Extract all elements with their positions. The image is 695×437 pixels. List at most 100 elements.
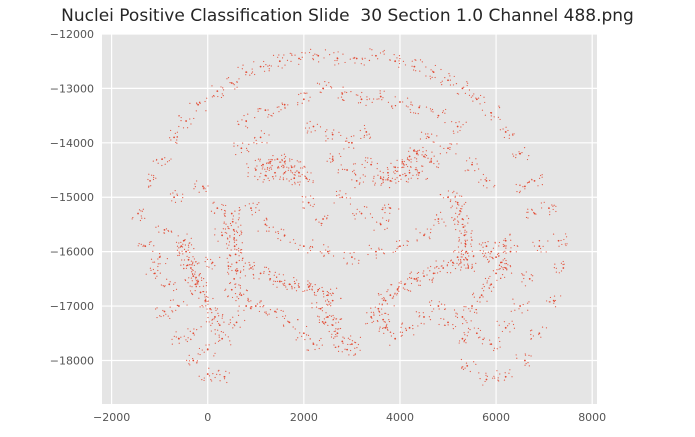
data-point	[554, 306, 557, 308]
data-point	[152, 178, 155, 181]
data-point	[530, 355, 532, 357]
data-point	[258, 202, 260, 204]
data-point	[437, 166, 439, 169]
data-point	[233, 84, 235, 86]
data-point	[329, 153, 331, 155]
data-point	[387, 313, 389, 316]
data-point	[467, 267, 470, 269]
data-point	[257, 108, 259, 110]
data-point	[157, 265, 159, 268]
data-point	[237, 310, 239, 312]
data-point	[289, 160, 291, 162]
data-point	[415, 311, 417, 313]
data-point	[392, 295, 395, 297]
data-point	[501, 330, 504, 333]
data-point	[156, 307, 158, 309]
data-point	[257, 158, 260, 160]
data-point	[174, 132, 176, 134]
data-point	[226, 257, 228, 259]
data-point	[291, 184, 293, 186]
data-point	[309, 204, 312, 206]
data-point	[256, 165, 258, 167]
data-point	[373, 314, 375, 316]
data-point	[478, 372, 480, 374]
data-point	[467, 327, 470, 329]
data-point	[516, 190, 518, 193]
data-point	[282, 274, 285, 276]
data-point	[330, 302, 332, 304]
data-point	[230, 249, 232, 251]
data-point	[247, 297, 249, 299]
data-point	[238, 255, 240, 257]
data-point	[405, 174, 407, 177]
data-point	[458, 239, 461, 241]
data-point	[160, 315, 162, 318]
data-point	[282, 167, 284, 169]
data-point	[455, 312, 457, 314]
data-point	[217, 95, 219, 98]
data-point	[196, 361, 198, 363]
data-point	[449, 143, 451, 145]
data-point	[405, 105, 407, 107]
data-point	[170, 129, 172, 132]
data-point	[489, 343, 491, 345]
data-point	[441, 80, 443, 82]
data-point	[467, 264, 469, 267]
data-point	[311, 289, 313, 291]
data-point	[324, 130, 327, 133]
data-point	[459, 263, 461, 265]
data-point	[503, 266, 505, 269]
data-point	[418, 149, 420, 151]
data-point	[405, 164, 407, 166]
data-point	[467, 217, 470, 220]
data-point	[530, 274, 532, 276]
data-point	[210, 309, 212, 311]
data-point	[238, 234, 241, 237]
data-point	[323, 57, 325, 59]
data-point	[431, 310, 433, 313]
data-point	[268, 230, 270, 232]
data-point	[148, 173, 150, 175]
data-point	[484, 252, 487, 254]
data-point	[463, 309, 465, 311]
data-point	[290, 60, 292, 62]
data-point	[382, 318, 385, 321]
data-point	[276, 158, 279, 161]
data-point	[322, 218, 324, 220]
data-point	[511, 133, 514, 135]
data-point	[418, 316, 420, 318]
data-point	[220, 86, 222, 88]
data-point	[176, 194, 178, 197]
data-point	[361, 58, 364, 60]
data-point	[163, 285, 165, 288]
data-point	[159, 263, 161, 265]
data-point	[391, 105, 393, 107]
data-point	[227, 77, 230, 79]
data-point	[524, 188, 526, 190]
data-point	[373, 313, 375, 315]
data-point	[510, 247, 512, 249]
data-point	[382, 327, 384, 329]
data-point	[193, 248, 195, 250]
data-point	[185, 267, 188, 269]
data-point	[416, 158, 418, 160]
data-point	[450, 272, 452, 274]
data-point	[272, 155, 274, 157]
data-point	[402, 244, 405, 246]
data-point	[523, 274, 525, 276]
data-point	[512, 323, 515, 326]
data-point	[346, 91, 348, 94]
data-point	[561, 243, 563, 246]
data-point	[369, 136, 372, 138]
data-point	[501, 274, 504, 276]
data-point	[376, 320, 379, 322]
data-point	[483, 96, 485, 98]
data-point	[447, 190, 450, 192]
data-point	[240, 294, 243, 297]
data-point	[175, 141, 177, 144]
data-point	[331, 132, 333, 134]
data-point	[250, 267, 252, 269]
data-point	[393, 54, 395, 56]
data-point	[190, 123, 192, 125]
data-point	[417, 177, 419, 180]
